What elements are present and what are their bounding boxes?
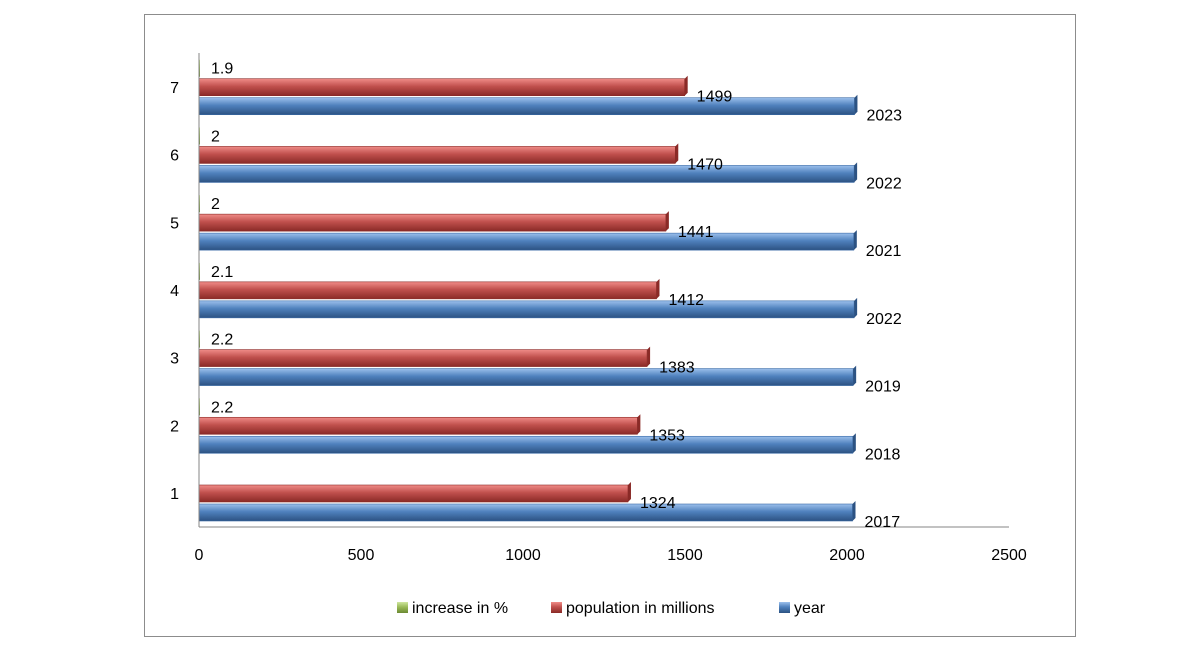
bar-year-2: [198, 435, 854, 454]
label-population-3: 1383: [659, 360, 695, 377]
label-year-4: 2022: [866, 311, 902, 328]
label-year-2: 2018: [865, 446, 901, 463]
label-population-4: 1412: [668, 292, 704, 309]
legend-label-year: year: [794, 600, 826, 617]
label-increase-6: 2: [211, 128, 220, 145]
label-year-7: 2023: [866, 108, 902, 125]
label-year-6: 2022: [866, 175, 902, 192]
x-tick-label-1500: 1500: [667, 547, 703, 564]
category-label-3: 3: [170, 351, 179, 368]
chart-frame: 1 2 3 4 5 6 7 0 500 1000 1500 2000 2500 2017 1324 2018…: [144, 14, 1076, 637]
x-tick-label-2500: 2500: [991, 547, 1027, 564]
x-tick-label-2000: 2000: [829, 547, 865, 564]
bar-population-1: [198, 484, 629, 503]
bar-year-end-3: [853, 365, 857, 386]
category-label-1: 1: [170, 486, 179, 503]
label-population-1: 1324: [640, 495, 676, 512]
bar-year-end-2: [852, 433, 856, 454]
legend-swatch-population-in-millions: [551, 602, 562, 613]
bar-year-4: [198, 300, 855, 319]
bar-year-end-6: [854, 162, 858, 183]
x-tick-label-1000: 1000: [505, 547, 541, 564]
bar-population-end-5: [665, 211, 669, 232]
bar-year-6: [198, 165, 855, 183]
bar-population-end-2: [637, 414, 641, 435]
bar-population-end-7: [684, 75, 688, 96]
label-year-3: 2019: [865, 379, 901, 396]
legend-label-increase-in-: increase in %: [412, 600, 508, 617]
label-increase-2: 2.2: [211, 399, 233, 416]
label-population-2: 1353: [649, 427, 685, 444]
category-label-5: 5: [170, 215, 179, 232]
bar-population-end-6: [675, 143, 679, 164]
x-tick-label-0: 0: [195, 547, 204, 564]
bar-population-end-1: [627, 482, 631, 502]
bar-population-6: [198, 146, 676, 164]
bar-population-end-3: [647, 346, 651, 367]
label-population-7: 1499: [697, 89, 733, 106]
label-population-6: 1470: [687, 156, 723, 173]
bar-population-5: [198, 213, 667, 232]
bar-population-7: [198, 78, 685, 97]
bar-year-3: [198, 368, 854, 386]
category-label-6: 6: [170, 148, 179, 165]
bar-year-end-7: [854, 94, 858, 115]
legend-swatch-increase-in-: [397, 602, 408, 613]
label-year-1: 2017: [865, 514, 901, 531]
legend-label-population-in-millions: population in millions: [566, 600, 715, 617]
label-increase-4: 2.1: [211, 264, 233, 281]
bar-chart: 1 2 3 4 5 6 7 0 500 1000 1500 2000 2500 2017 1324 2018…: [170, 53, 1027, 617]
label-increase-5: 2: [211, 196, 220, 213]
bar-year-end-4: [854, 297, 858, 318]
bar-population-end-4: [656, 278, 660, 299]
x-tick-label-500: 500: [348, 547, 375, 564]
label-year-5: 2021: [866, 243, 902, 260]
bar-population-3: [198, 349, 648, 367]
bar-year-5: [198, 232, 855, 251]
bar-population-2: [198, 416, 638, 435]
bar-year-1: [198, 503, 853, 522]
bar-population-4: [198, 281, 657, 300]
category-label-4: 4: [170, 283, 179, 300]
label-population-5: 1441: [678, 224, 714, 241]
legend-swatch-year: [779, 602, 790, 613]
category-label-2: 2: [170, 418, 179, 435]
label-increase-7: 1.9: [211, 61, 233, 78]
bar-year-end-5: [853, 230, 857, 251]
category-label-7: 7: [170, 80, 179, 97]
bar-year-end-1: [852, 501, 856, 521]
bar-year-7: [198, 97, 855, 116]
label-increase-3: 2.2: [211, 332, 233, 349]
